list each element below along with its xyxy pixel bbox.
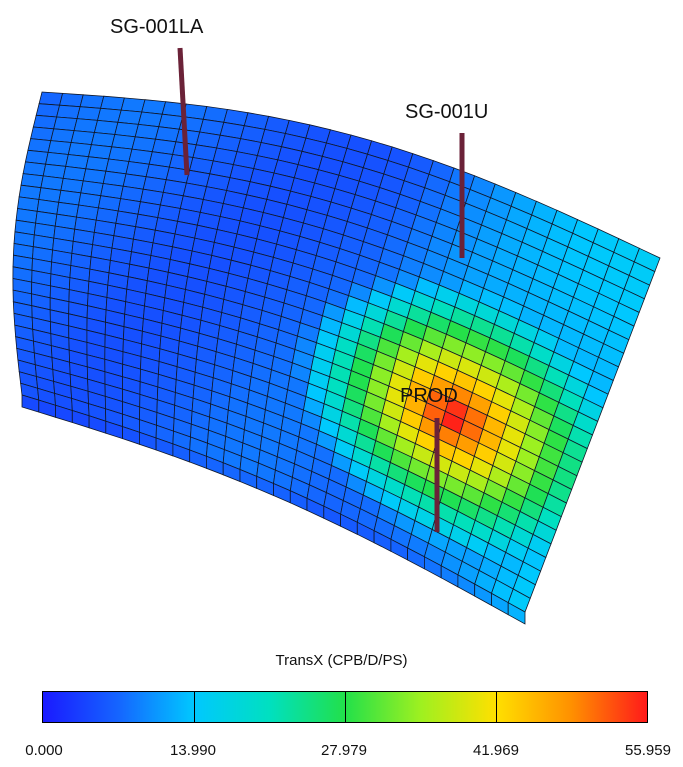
grid-cell	[76, 106, 102, 121]
grid-cell	[73, 118, 99, 133]
colorbar	[42, 691, 648, 723]
grid-cell	[59, 92, 84, 108]
well-trajectory-sg-001la[interactable]	[177, 47, 190, 176]
colorbar-tick-label-4: 55.959	[625, 742, 671, 759]
grid-cell	[100, 95, 125, 111]
grid-cell	[93, 119, 119, 135]
grid-cell	[96, 107, 122, 123]
colorbar-tick-line	[194, 692, 195, 722]
reservoir-grid	[12, 91, 661, 625]
grid-cell	[32, 114, 58, 130]
grid-cell	[117, 109, 143, 125]
colorbar-title: TransX (CPB/D/PS)	[275, 652, 408, 669]
grid-cell	[56, 104, 81, 120]
colorbar-tick-line	[345, 692, 346, 722]
colorbar-tick-line	[496, 692, 497, 722]
colorbar-tick-label-2: 27.979	[321, 742, 367, 759]
well-label-sg-001u: SG-001U	[405, 101, 488, 123]
grid-cell	[35, 103, 61, 118]
well-label-sg-001la: SG-001LA	[110, 16, 204, 38]
grid-cell	[120, 97, 146, 113]
colorbar-tick-label-3: 41.969	[473, 742, 519, 759]
grid-cell	[53, 116, 78, 132]
wells: SG-001LA SG-001U PROD	[110, 16, 488, 532]
grid-cell	[50, 128, 75, 143]
grid-cell	[79, 94, 105, 109]
grid-cell	[38, 91, 64, 106]
colorbar-tick-label-0: 0.000	[25, 742, 63, 759]
well-label-prod: PROD	[400, 385, 458, 407]
grid-edge-face	[507, 602, 526, 625]
colorbar-tick-label-1: 13.990	[170, 742, 216, 759]
